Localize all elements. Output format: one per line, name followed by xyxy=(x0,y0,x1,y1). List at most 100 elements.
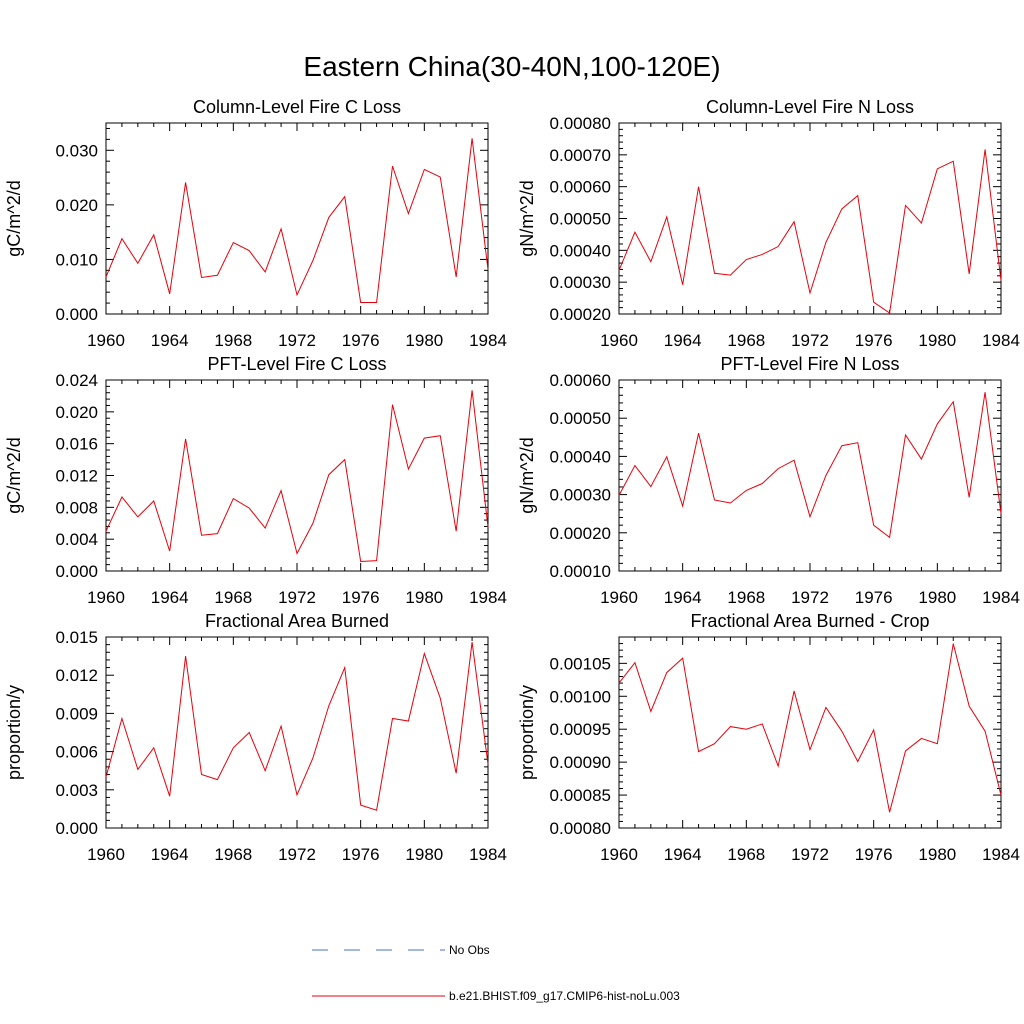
y-axis-label: proportion/y xyxy=(4,685,24,780)
y-tick-label: 0.020 xyxy=(55,196,98,215)
y-tick-label: 0.00080 xyxy=(550,819,611,838)
panel-2: Column-Level Fire N Loss gN/m^2/d 1960 1964… xyxy=(517,97,1020,350)
legend-label-model: b.e21.BHIST.f09_g17.CMIP6-hist-noLu.003 xyxy=(449,989,680,1003)
panels-group: Column-Level Fire C Loss gC/m^2/d 1960 1964… xyxy=(4,97,1020,864)
panel-title: Column-Level Fire C Loss xyxy=(193,97,401,117)
x-tick-label: 1976 xyxy=(342,845,380,864)
x-tick-label: 1968 xyxy=(214,331,252,350)
y-tick-label: 0.00060 xyxy=(550,371,611,390)
y-axis-label: gN/m^2/d xyxy=(517,180,537,256)
y-tick-label: 0.010 xyxy=(55,250,98,269)
y-tick-label: 0.00095 xyxy=(550,720,611,739)
y-tick-label: 0.00050 xyxy=(550,409,611,428)
x-tick-label: 1984 xyxy=(469,588,507,607)
plot-frame xyxy=(105,122,489,315)
series-line xyxy=(105,390,489,562)
series-line xyxy=(618,392,1002,539)
y-tick-label: 0.009 xyxy=(55,704,98,723)
x-tick-label: 1980 xyxy=(405,588,443,607)
y-tick-label: 0.000 xyxy=(55,819,98,838)
x-tick-label: 1976 xyxy=(855,588,893,607)
y-tick-label: 0.00105 xyxy=(550,654,611,673)
x-tick-label: 1984 xyxy=(982,331,1020,350)
x-tick-label: 1972 xyxy=(278,845,316,864)
x-tick-label: 1984 xyxy=(982,845,1020,864)
y-tick-label: 0.003 xyxy=(55,781,98,800)
legend: No Obs b.e21.BHIST.f09_g17.CMIP6-hist-no… xyxy=(312,943,680,1003)
x-tick-label: 1960 xyxy=(600,588,638,607)
y-tick-label: 0.016 xyxy=(55,435,98,454)
y-tick-label: 0.00050 xyxy=(550,210,611,229)
y-tick-label: 0.00090 xyxy=(550,753,611,772)
y-tick-label: 0.008 xyxy=(55,498,98,517)
plot-frame xyxy=(105,636,489,829)
y-axis-label: gN/m^2/d xyxy=(517,437,537,513)
y-tick-label: 0.00030 xyxy=(550,486,611,505)
x-tick-label: 1976 xyxy=(855,331,893,350)
y-tick-label: 0.00020 xyxy=(550,305,611,324)
x-tick-label: 1980 xyxy=(918,845,956,864)
plot-frame xyxy=(618,122,1002,315)
series-line xyxy=(105,138,489,304)
panel-title: Fractional Area Burned - Crop xyxy=(690,611,929,631)
x-tick-label: 1968 xyxy=(727,845,765,864)
x-tick-label: 1960 xyxy=(87,331,125,350)
x-tick-label: 1968 xyxy=(214,588,252,607)
plot-frame xyxy=(105,379,489,572)
panel-1: Column-Level Fire C Loss gC/m^2/d 1960 1964… xyxy=(4,97,507,350)
x-tick-label: 1972 xyxy=(791,331,829,350)
y-tick-label: 0.012 xyxy=(55,467,98,486)
panel-title: Fractional Area Burned xyxy=(205,611,389,631)
series-line xyxy=(618,643,1002,813)
plot-frame xyxy=(618,636,1002,829)
x-tick-label: 1960 xyxy=(600,845,638,864)
y-tick-label: 0.00020 xyxy=(550,524,611,543)
x-tick-label: 1984 xyxy=(469,331,507,350)
y-tick-label: 0.000 xyxy=(55,305,98,324)
x-tick-label: 1980 xyxy=(405,845,443,864)
x-tick-label: 1976 xyxy=(855,845,893,864)
x-tick-label: 1972 xyxy=(791,588,829,607)
y-axis-label: gC/m^2/d xyxy=(4,437,24,513)
x-tick-label: 1968 xyxy=(727,588,765,607)
x-tick-label: 1964 xyxy=(664,331,702,350)
panel-title: PFT-Level Fire N Loss xyxy=(720,354,899,374)
y-axis-label: gC/m^2/d xyxy=(4,180,24,256)
x-tick-label: 1972 xyxy=(278,588,316,607)
figure-title: Eastern China(30-40N,100-120E) xyxy=(303,51,720,82)
y-tick-label: 0.00085 xyxy=(550,786,611,805)
x-tick-label: 1964 xyxy=(664,845,702,864)
y-tick-label: 0.00080 xyxy=(550,114,611,133)
y-tick-label: 0.00070 xyxy=(550,146,611,165)
y-tick-label: 0.024 xyxy=(55,371,98,390)
y-tick-label: 0.000 xyxy=(55,562,98,581)
panel-5: Fractional Area Burned proportion/y 1960 19… xyxy=(4,611,507,864)
x-tick-label: 1964 xyxy=(151,588,189,607)
x-tick-label: 1980 xyxy=(918,588,956,607)
panel-6: Fractional Area Burned - Crop proportion/… xyxy=(517,611,1020,864)
legend-label-no-obs: No Obs xyxy=(449,943,490,957)
y-tick-label: 0.030 xyxy=(55,141,98,160)
plot-frame xyxy=(618,379,1002,572)
y-tick-label: 0.00010 xyxy=(550,562,611,581)
y-tick-label: 0.00040 xyxy=(550,241,611,260)
y-tick-label: 0.020 xyxy=(55,403,98,422)
x-tick-label: 1972 xyxy=(791,845,829,864)
x-tick-label: 1964 xyxy=(151,845,189,864)
panel-title: Column-Level Fire N Loss xyxy=(706,97,914,117)
x-tick-label: 1976 xyxy=(342,588,380,607)
y-tick-label: 0.00040 xyxy=(550,447,611,466)
y-tick-label: 0.006 xyxy=(55,743,98,762)
x-tick-label: 1980 xyxy=(918,331,956,350)
y-tick-label: 0.00100 xyxy=(550,687,611,706)
x-tick-label: 1960 xyxy=(87,588,125,607)
panel-4: PFT-Level Fire N Loss gN/m^2/d 1960 1964 196… xyxy=(517,354,1020,607)
y-tick-label: 0.012 xyxy=(55,666,98,685)
panel-title: PFT-Level Fire C Loss xyxy=(207,354,386,374)
x-tick-label: 1976 xyxy=(342,331,380,350)
x-tick-label: 1964 xyxy=(151,331,189,350)
series-line xyxy=(618,149,1002,314)
x-tick-label: 1984 xyxy=(982,588,1020,607)
y-tick-label: 0.015 xyxy=(55,628,98,647)
